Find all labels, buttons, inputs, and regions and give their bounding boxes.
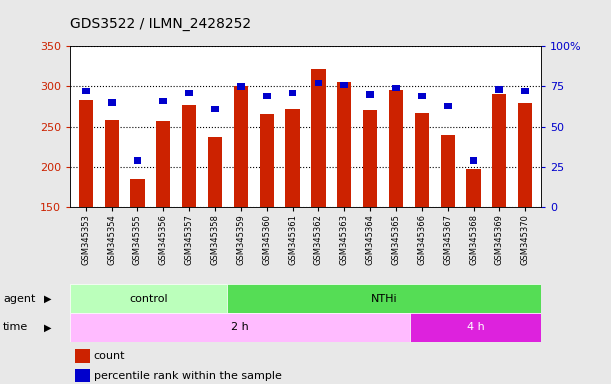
Bar — [75, 369, 90, 382]
Bar — [134, 157, 141, 164]
Bar — [104, 120, 119, 207]
Text: control: control — [130, 293, 168, 304]
Text: agent: agent — [3, 293, 35, 304]
Text: 4 h: 4 h — [467, 322, 485, 333]
Bar — [234, 86, 248, 207]
Bar — [182, 105, 196, 207]
Bar — [288, 89, 296, 96]
Bar — [70, 284, 227, 313]
Text: GDS3522 / ILMN_2428252: GDS3522 / ILMN_2428252 — [70, 17, 251, 31]
Bar — [444, 103, 452, 109]
Bar — [227, 284, 541, 313]
Bar — [208, 137, 222, 207]
Text: ▶: ▶ — [44, 293, 51, 304]
Bar — [496, 86, 503, 93]
Bar — [518, 103, 532, 207]
Bar — [185, 89, 193, 96]
Bar — [337, 83, 351, 207]
Bar — [159, 98, 167, 104]
Bar — [340, 81, 348, 88]
Bar — [492, 94, 507, 207]
Bar — [312, 69, 326, 207]
Text: NTHi: NTHi — [371, 293, 397, 304]
Text: ▶: ▶ — [44, 322, 51, 333]
Bar — [211, 106, 219, 112]
Bar — [82, 88, 90, 94]
Bar — [237, 83, 245, 89]
Bar — [263, 93, 271, 99]
Bar — [108, 99, 115, 106]
Bar — [415, 113, 429, 207]
Bar — [441, 135, 455, 207]
Bar — [315, 80, 323, 86]
Text: percentile rank within the sample: percentile rank within the sample — [94, 371, 282, 381]
Bar — [366, 91, 374, 98]
Bar — [156, 121, 170, 207]
Bar — [521, 88, 529, 94]
Bar — [470, 157, 477, 164]
Bar — [410, 313, 541, 342]
Text: count: count — [94, 351, 125, 361]
Bar — [418, 93, 426, 99]
Bar — [389, 89, 403, 207]
Bar — [79, 100, 93, 207]
Bar — [392, 85, 400, 91]
Text: 2 h: 2 h — [232, 322, 249, 333]
Bar — [260, 114, 274, 207]
Text: time: time — [3, 322, 28, 333]
Bar — [285, 109, 299, 207]
Bar — [363, 110, 377, 207]
Bar — [130, 179, 145, 207]
Bar — [70, 313, 410, 342]
Bar — [75, 349, 90, 363]
Bar — [466, 169, 481, 207]
